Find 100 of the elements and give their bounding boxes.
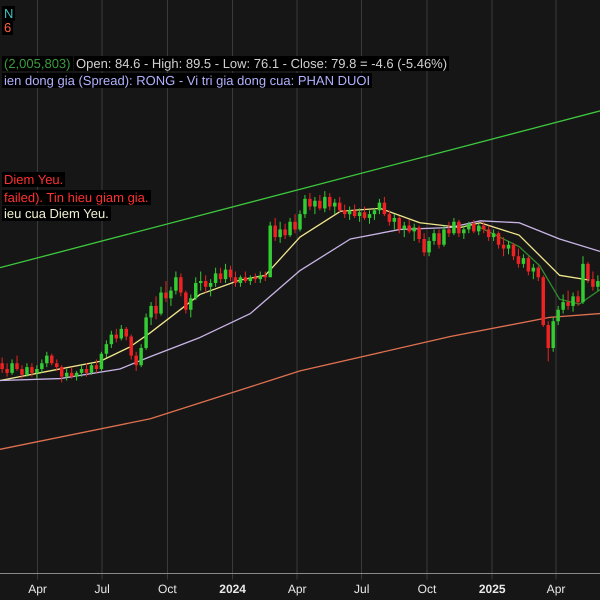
candlestick [546, 320, 550, 362]
candlestick [35, 364, 39, 380]
candlestick [84, 362, 88, 378]
candlestick [342, 204, 346, 218]
candlestick [114, 328, 118, 343]
candlestick [388, 210, 392, 226]
candlestick [427, 236, 431, 257]
candlestick [64, 368, 68, 381]
candlestick [591, 271, 595, 292]
candlestick [476, 223, 480, 236]
candlestick [536, 265, 540, 282]
candlestick [214, 267, 218, 288]
candlestick [362, 206, 366, 220]
candlestick [462, 225, 466, 240]
candlestick [45, 351, 49, 368]
candlestick [422, 232, 426, 257]
candlestick [313, 196, 317, 215]
candlestick [378, 198, 382, 215]
candlestick [60, 364, 64, 383]
candlestick [273, 217, 277, 242]
annotation: ieu cua Diem Yeu. [2, 206, 111, 221]
candlestick [104, 340, 108, 358]
candlestick [486, 225, 490, 242]
candlestick [382, 196, 386, 217]
text: Open: 84.6 - High: 89.5 - Low: 76.1 - Close: 79.8 = -4.6 (-5.46%) [74, 56, 450, 71]
candlestick [80, 364, 84, 378]
annotation: failed). Tin hieu giam gia. [2, 190, 151, 205]
candlestick [124, 326, 128, 341]
candlestick [204, 274, 208, 294]
candlestick [94, 358, 98, 374]
candlestick [154, 296, 158, 320]
candlestick [224, 263, 228, 284]
candlestick [596, 274, 600, 292]
candlestick [467, 221, 471, 234]
candlestick [100, 351, 104, 372]
candlestick [348, 206, 352, 220]
candlestick [174, 271, 178, 295]
candlestick [5, 362, 9, 378]
text: N [2, 6, 16, 21]
candlestick [134, 351, 138, 372]
candlestick [457, 219, 461, 238]
x-tick-label: Jul [94, 582, 110, 596]
candlestick [323, 190, 327, 213]
candlestick [149, 302, 153, 326]
candlestick [412, 223, 416, 242]
candlestick [198, 271, 202, 292]
candlestick [244, 271, 248, 284]
candlestick [248, 274, 252, 286]
candlestick [328, 192, 332, 211]
candlestick [129, 334, 133, 360]
candlestick [338, 196, 342, 213]
candlestick [561, 294, 565, 314]
candlestick [50, 353, 54, 366]
candlestick [139, 344, 143, 368]
candlestick [254, 272, 258, 284]
candlestick [576, 290, 580, 306]
x-tick-label: Oct [158, 582, 178, 596]
candlestick [30, 362, 34, 378]
candlestick [218, 267, 222, 284]
text: Diem Yeu. [2, 172, 66, 187]
text: ien dong gia (Spread): RONG - Vi tri gia dong cua: PHAN DUOI [2, 73, 372, 88]
candlestick [512, 242, 516, 261]
candlestick [258, 271, 262, 284]
candlestick [368, 210, 372, 224]
candlestick [352, 204, 356, 218]
candlestick [318, 194, 322, 211]
candlestick [526, 256, 530, 276]
candlestick [571, 292, 575, 312]
candlestick [40, 358, 44, 374]
candlestick [532, 263, 536, 280]
candlestick [110, 330, 114, 348]
candlestick [238, 274, 242, 288]
candlestick [506, 240, 510, 255]
candlestick [492, 228, 496, 242]
candlestick [392, 214, 396, 230]
candlestick [333, 198, 336, 215]
candlestick [0, 357, 4, 374]
x-tick-label: 2025 [478, 582, 506, 596]
candlestick [55, 358, 58, 372]
candlestick [502, 236, 506, 257]
candlestick [10, 358, 14, 376]
candlestick [358, 208, 362, 222]
candlestick [179, 272, 183, 297]
x-tick-label: Apr [288, 582, 307, 596]
candlestick [308, 192, 312, 211]
candlestick [496, 230, 500, 250]
candlestick [189, 294, 193, 318]
candlestick [398, 216, 402, 234]
x-tick-label: Apr [546, 582, 566, 596]
candlestick [472, 219, 476, 234]
candlestick [417, 225, 421, 244]
candlestick [556, 305, 560, 326]
candlestick [20, 364, 24, 380]
text: 6 [2, 20, 14, 35]
x-tick-label: Jul [354, 582, 370, 596]
candlestick [120, 324, 124, 341]
candlestick [164, 280, 168, 303]
candlestick [452, 217, 456, 236]
candlestick [586, 261, 590, 284]
candlestick [74, 370, 78, 381]
